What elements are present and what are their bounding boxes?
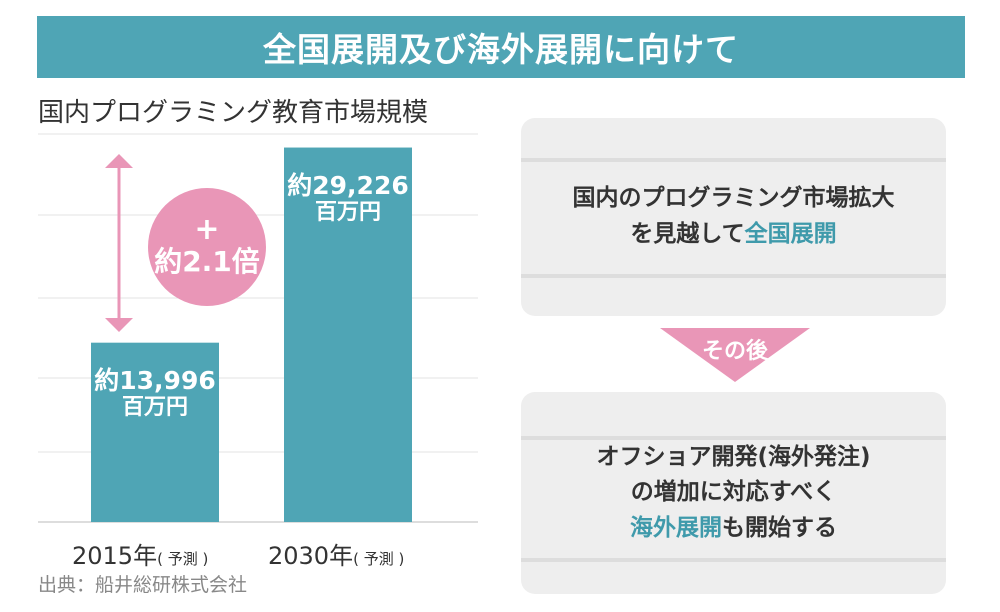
value-prefix: 約 xyxy=(94,365,120,395)
bar-2015年 xyxy=(91,342,219,522)
arrow-down-icon xyxy=(105,318,133,332)
x-tick-note: ( 予測 ) xyxy=(157,550,209,568)
value-unit: 百万円 xyxy=(314,200,381,226)
value-number: 29,226 xyxy=(312,170,409,200)
x-tick-label: 2015年 xyxy=(72,542,158,570)
x-tick-label: 2030年 xyxy=(268,542,354,570)
arrow-label: その後 xyxy=(701,339,768,364)
value-prefix: 約 xyxy=(287,170,313,200)
x-tick-2015: 2015年( 予測 ) xyxy=(72,536,208,571)
box2-highlight: 海外展開 xyxy=(630,514,722,541)
banner-title: 全国展開及び海外展開に向けて xyxy=(263,30,739,69)
chart-title: 国内プログラミング教育市場規模 xyxy=(38,98,429,128)
source-note: 出典：船井総研株式会社 xyxy=(38,574,248,596)
growth-badge: + 約2.1倍 xyxy=(148,188,266,306)
box1-line1: 国内のプログラミング市場拡大 xyxy=(572,185,895,212)
box2-line2: の増加に対応すべく xyxy=(630,479,837,506)
page-banner: 全国展開及び海外展開に向けて xyxy=(37,16,965,78)
box2-line3-suffix: も開始する xyxy=(722,514,837,541)
x-tick-note: ( 予測 ) xyxy=(353,550,405,568)
bar-2030年 xyxy=(284,147,412,522)
domestic-expansion-box: 国内のプログラミング市場拡大 を見越して全国展開 xyxy=(521,118,946,316)
overseas-expansion-box: オフショア開発(海外発注) の増加に対応すべく 海外展開も開始する xyxy=(521,392,946,594)
growth-plus: + xyxy=(194,212,220,248)
value-unit: 百万円 xyxy=(121,395,188,421)
down-arrow-icon xyxy=(660,328,810,382)
bar-value-label-2015: 約13,996 百万円 xyxy=(91,365,219,421)
x-tick-2030: 2030年( 予測 ) xyxy=(268,536,404,571)
growth-multiplier: 約2.1倍 xyxy=(154,245,260,279)
arrow-up-icon xyxy=(105,154,133,168)
box2-line1: オフショア開発(海外発注) xyxy=(596,443,871,470)
box1-highlight: 全国展開 xyxy=(744,221,837,247)
bar-value-label-2030: 約29,226 百万円 xyxy=(284,170,412,226)
value-number: 13,996 xyxy=(119,365,216,395)
box1-line2-prefix: を見越して xyxy=(630,221,745,247)
